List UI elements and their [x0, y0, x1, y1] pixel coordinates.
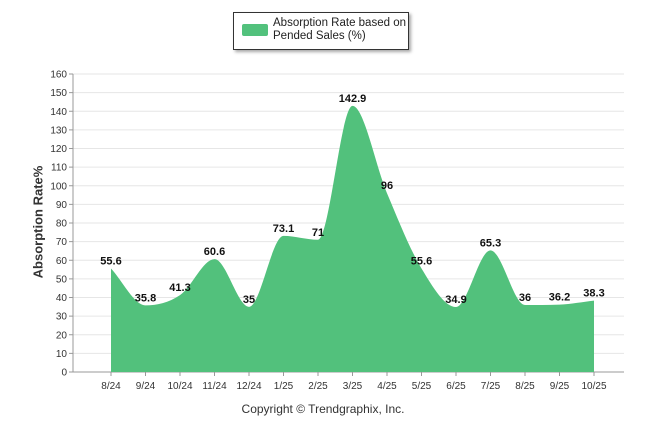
x-tick-label: 7/25	[481, 381, 501, 392]
x-tick-label: 5/25	[412, 381, 432, 392]
data-labels: 55.6 35.8 41.3 60.6 35 73.1 71 142.9 96 55.6 34.9 6…	[100, 93, 604, 306]
data-label: 55.6	[411, 255, 432, 267]
legend: Absorption Rate based on Pended Sales (%…	[233, 12, 409, 50]
x-tick-label: 9/24	[136, 381, 156, 392]
x-tick-label: 6/25	[446, 381, 466, 392]
y-tick-label: 30	[56, 312, 68, 323]
x-tick-label: 9/25	[550, 381, 570, 392]
x-tick-label: 3/25	[343, 381, 363, 392]
x-tick-label: 10/24	[167, 381, 192, 392]
x-tick-label: 8/24	[101, 381, 121, 392]
legend-swatch	[242, 24, 268, 36]
x-tick-label: 1/25	[274, 381, 294, 392]
x-tick-label: 2/25	[308, 381, 328, 392]
data-label: 38.3	[583, 288, 604, 300]
tick-labels: 0 10 20 30 40 50 60 70 80 90 100 110 120 130 140 150 160…	[50, 70, 607, 393]
y-tick-label: 70	[56, 237, 68, 248]
y-tick-label: 120	[50, 144, 67, 155]
data-label: 142.9	[339, 93, 367, 105]
y-tick-label: 130	[50, 125, 67, 136]
series-area	[111, 105, 594, 372]
x-tick-label: 11/24	[202, 381, 227, 392]
data-label: 36	[519, 292, 531, 304]
y-tick-label: 160	[50, 70, 67, 81]
data-label: 71	[312, 227, 324, 239]
y-tick-label: 50	[56, 274, 68, 285]
data-label: 96	[381, 180, 393, 192]
x-tick-label: 4/25	[377, 381, 397, 392]
data-label: 73.1	[273, 223, 294, 235]
data-label: 35	[243, 294, 255, 306]
y-tick-label: 40	[56, 293, 68, 304]
y-axis-title: Absorption Rate%	[30, 165, 46, 279]
y-tick-label: 20	[56, 330, 68, 341]
y-tick-label: 110	[51, 163, 67, 174]
y-tick-label: 90	[56, 200, 68, 211]
data-label: 35.8	[135, 292, 156, 304]
y-tick-label: 0	[61, 368, 67, 379]
copyright-footer: Copyright © Trendgraphix, Inc.	[241, 402, 405, 416]
y-tick-label: 10	[56, 349, 68, 360]
data-label: 36.2	[549, 292, 570, 304]
data-label: 65.3	[480, 237, 501, 249]
y-tick-label: 140	[50, 107, 67, 118]
y-tick-label: 80	[56, 219, 68, 230]
x-tick-label: 8/25	[515, 381, 535, 392]
data-label: 55.6	[100, 255, 121, 267]
data-label: 41.3	[169, 282, 190, 294]
data-label: 34.9	[445, 294, 466, 306]
x-tick-label: 10/25	[581, 381, 606, 392]
y-tick-label: 150	[50, 88, 67, 99]
x-tick-label: 12/24	[236, 381, 261, 392]
y-tick-label: 100	[50, 181, 67, 192]
legend-label: Absorption Rate based on Pended Sales (%…	[273, 17, 406, 42]
data-label: 60.6	[204, 246, 225, 258]
area-series	[110, 105, 595, 372]
y-tick-label: 60	[56, 256, 68, 267]
